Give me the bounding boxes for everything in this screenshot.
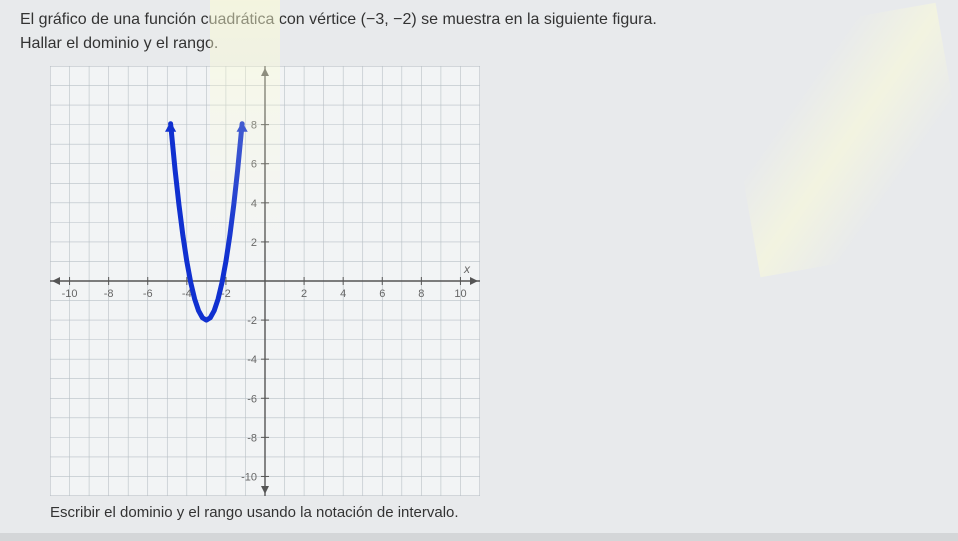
svg-text:-6: -6 bbox=[247, 393, 257, 405]
svg-text:-10: -10 bbox=[62, 288, 78, 300]
problem-line1b: se muestra en la siguiente figura. bbox=[417, 11, 657, 28]
svg-text:2: 2 bbox=[251, 237, 257, 249]
svg-text:x: x bbox=[463, 262, 471, 276]
problem-page: El gráfico de una función cuadrática con… bbox=[0, 0, 958, 533]
svg-text:6: 6 bbox=[379, 288, 385, 300]
svg-text:-2: -2 bbox=[247, 315, 257, 327]
svg-text:10: 10 bbox=[454, 288, 466, 300]
answer-prompt: Escribir el dominio y el rango usando la… bbox=[50, 504, 938, 521]
svg-text:4: 4 bbox=[251, 198, 257, 210]
svg-text:-6: -6 bbox=[143, 288, 153, 300]
svg-text:4: 4 bbox=[340, 288, 346, 300]
svg-text:-4: -4 bbox=[247, 354, 257, 366]
problem-line2: Hallar el dominio y el rango. bbox=[20, 35, 218, 52]
chart-container: -10-8-6-4-2246810-10-8-6-4-22468x bbox=[50, 66, 938, 496]
svg-text:-8: -8 bbox=[104, 288, 114, 300]
problem-line1a: El gráfico de una función cuadrática con… bbox=[20, 11, 361, 28]
svg-text:2: 2 bbox=[301, 288, 307, 300]
problem-statement: El gráfico de una función cuadrática con… bbox=[20, 8, 938, 56]
svg-text:-8: -8 bbox=[247, 432, 257, 444]
quadratic-chart: -10-8-6-4-2246810-10-8-6-4-22468x bbox=[50, 66, 480, 496]
svg-text:8: 8 bbox=[251, 120, 257, 132]
problem-vertex: (−3, −2) bbox=[361, 11, 417, 28]
svg-text:8: 8 bbox=[418, 288, 424, 300]
svg-text:6: 6 bbox=[251, 159, 257, 171]
svg-text:-10: -10 bbox=[241, 471, 257, 483]
